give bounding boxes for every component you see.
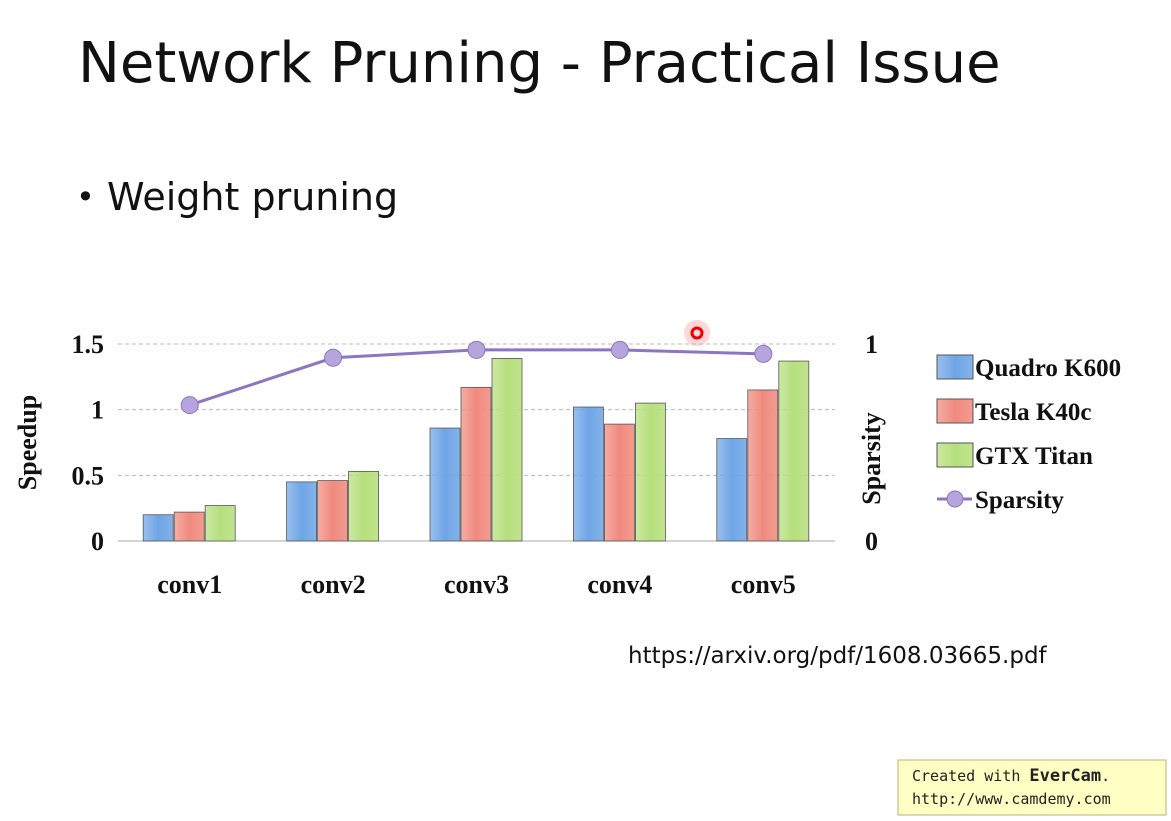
legend-swatch (936, 354, 974, 380)
marker (324, 348, 343, 367)
bar (317, 480, 349, 542)
legend-label: Tesla K40c (975, 399, 1091, 426)
watermark-box (897, 759, 1167, 816)
marker (467, 340, 486, 359)
legend-swatch (936, 442, 974, 468)
bullet-dot: • (76, 178, 95, 216)
bar (286, 481, 318, 542)
legend-marker (946, 490, 964, 508)
y2-tick-label: 0 (865, 527, 878, 556)
bar (747, 389, 779, 542)
bar (142, 514, 174, 542)
marker (610, 340, 629, 359)
legend-swatch (936, 398, 974, 424)
x-tick-label: conv3 (444, 570, 509, 599)
watermark-line2: http://www.camdemy.com (912, 790, 1111, 808)
watermark-line1: Created with EverCam. (912, 766, 1110, 786)
y-tick-label: 0 (91, 527, 104, 556)
marker (754, 344, 773, 363)
bar (604, 423, 635, 542)
y-tick-label: 1.5 (72, 330, 105, 359)
x-tick-label: conv5 (731, 570, 796, 599)
legend-label: Quadro K600 (975, 355, 1121, 382)
y-tick-label: 0.5 (72, 461, 105, 490)
x-tick-label: conv4 (587, 570, 652, 599)
cursor (690, 326, 704, 340)
bullet-text: Weight pruning (107, 175, 398, 219)
bar (173, 511, 205, 542)
watermark-text: Created with (912, 767, 1029, 785)
marker (180, 396, 199, 415)
y2-tick-label: 1 (865, 330, 878, 359)
watermark-text: . (1101, 767, 1110, 785)
bar (348, 470, 380, 542)
y-tick-label: 1 (91, 396, 104, 425)
y-axis-label: Speedup (13, 395, 42, 490)
bar (460, 386, 492, 542)
y2-axis-label: Sparsity (857, 412, 886, 504)
x-tick-label: conv2 (301, 570, 366, 599)
bar (716, 438, 748, 542)
bar (429, 427, 461, 542)
legend-label: GTX Titan (975, 443, 1093, 470)
bar (573, 406, 604, 542)
source-link: https://arxiv.org/pdf/1608.03665.pdf (628, 643, 1048, 669)
bar (204, 505, 236, 542)
bar (635, 402, 666, 542)
watermark-brand: EverCam (1029, 766, 1101, 786)
cursor-halo (684, 320, 710, 346)
bar (491, 358, 523, 542)
legend-label: Sparsity (975, 487, 1064, 514)
x-tick-label: conv1 (157, 570, 222, 599)
bar (778, 360, 810, 542)
slide-title: Network Pruning - Practical Issue (78, 31, 1001, 96)
